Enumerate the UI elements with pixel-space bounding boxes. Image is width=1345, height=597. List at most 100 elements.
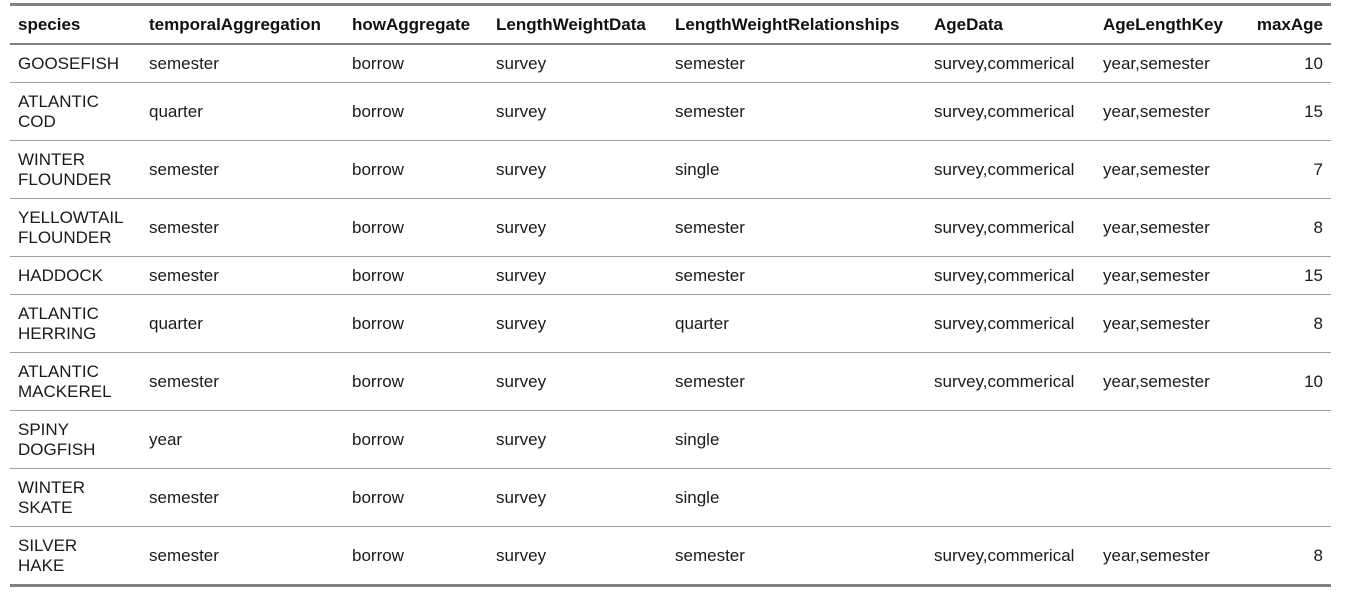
column-header-how-aggregate: howAggregate (344, 4, 488, 45)
cell-how-aggregate: borrow (344, 352, 488, 411)
table-row: SILVER HAKE semester borrow survey semes… (10, 527, 1331, 586)
cell-age-data: survey,commerical (926, 140, 1095, 199)
table-row: YELLOWTAIL FLOUNDER semester borrow surv… (10, 198, 1331, 257)
cell-length-weight-data: survey (488, 256, 667, 295)
cell-max-age (1243, 468, 1331, 527)
species-config-table-container: species temporalAggregation howAggregate… (10, 3, 1331, 587)
cell-age-length-key: year,semester (1095, 44, 1243, 83)
cell-age-length-key: year,semester (1095, 82, 1243, 141)
cell-how-aggregate: borrow (344, 44, 488, 83)
cell-age-length-key: year,semester (1095, 256, 1243, 295)
table-row: WINTER FLOUNDER semester borrow survey s… (10, 140, 1331, 199)
cell-temporal-aggregation: semester (141, 256, 344, 295)
table-row: HADDOCK semester borrow survey semester … (10, 256, 1331, 295)
cell-length-weight-data: survey (488, 468, 667, 527)
cell-how-aggregate: borrow (344, 256, 488, 295)
cell-age-length-key (1095, 410, 1243, 469)
cell-age-data: survey,commerical (926, 256, 1095, 295)
cell-max-age (1243, 410, 1331, 469)
cell-length-weight-data: survey (488, 140, 667, 199)
cell-length-weight-data: survey (496, 545, 547, 565)
cell-max-age: 8 (1243, 294, 1331, 353)
cell-max-age: 10 (1243, 44, 1331, 83)
column-header-temporal-aggregation: temporalAggregation (141, 4, 344, 45)
cell-length-weight-data: survey (488, 294, 667, 353)
cell-how-aggregate: borrow (352, 545, 404, 565)
cell-length-weight-relationships: single (667, 468, 926, 527)
table-row: ATLANTIC COD quarter borrow survey semes… (10, 82, 1331, 141)
cell-temporal-aggregation: semester (141, 468, 344, 527)
cell-temporal-aggregation: semester (141, 352, 344, 411)
cell-temporal-aggregation: quarter (141, 82, 344, 141)
cell-length-weight-relationships: single (667, 140, 926, 199)
cell-age-length-key (1095, 468, 1243, 527)
cell-species: SILVER HAKE (18, 535, 78, 575)
cell-age-length-key: year,semester (1103, 545, 1210, 565)
cell-how-aggregate: borrow (344, 468, 488, 527)
cell-max-age: 15 (1243, 82, 1331, 141)
cell-age-data: survey,commerical (926, 44, 1095, 83)
cell-how-aggregate: borrow (344, 410, 488, 469)
cell-how-aggregate: borrow (344, 140, 488, 199)
column-header-age-length-key: AgeLengthKey (1095, 4, 1243, 45)
cell-length-weight-relationships: semester (667, 256, 926, 295)
column-header-length-weight-relationships: LengthWeightRelationships (667, 4, 926, 45)
cell-length-weight-data: survey (488, 410, 667, 469)
cell-temporal-aggregation: semester (141, 44, 344, 83)
column-header-species: species (10, 4, 141, 45)
table-row: GOOSEFISH semester borrow survey semeste… (10, 44, 1331, 83)
cell-max-age: 8 (1313, 545, 1323, 565)
species-config-table: species temporalAggregation howAggregate… (10, 3, 1331, 587)
cell-temporal-aggregation: semester (141, 140, 344, 199)
cell-temporal-aggregation: year (141, 410, 344, 469)
cell-age-length-key: year,semester (1095, 294, 1243, 353)
cell-species: GOOSEFISH (10, 44, 141, 83)
cell-age-data (926, 468, 1095, 527)
table-row: ATLANTIC HERRING quarter borrow survey q… (10, 294, 1331, 353)
cell-species: YELLOWTAIL FLOUNDER (10, 198, 141, 257)
cell-species: WINTER FLOUNDER (10, 140, 141, 199)
cell-species: SPINY DOGFISH (10, 410, 141, 469)
cell-age-data: survey,commerical (926, 82, 1095, 141)
cell-age-data: survey,commerical (926, 294, 1095, 353)
cell-age-data: survey,commerical (926, 198, 1095, 257)
cell-length-weight-relationships: semester (667, 352, 926, 411)
cell-length-weight-relationships: quarter (667, 294, 926, 353)
cell-length-weight-relationships: single (667, 410, 926, 469)
table-row: SPINY DOGFISH year borrow survey single (10, 410, 1331, 469)
table-row: WINTER SKATE semester borrow survey sing… (10, 468, 1331, 527)
cell-age-data: survey,commerical (934, 545, 1075, 565)
cell-age-data: survey,commerical (926, 352, 1095, 411)
cell-age-length-key: year,semester (1095, 140, 1243, 199)
column-header-max-age: maxAge (1243, 4, 1331, 45)
cell-max-age: 7 (1243, 140, 1331, 199)
cell-length-weight-data: survey (488, 44, 667, 83)
cell-temporal-aggregation: semester (149, 545, 219, 565)
cell-species: ATLANTIC COD (10, 82, 141, 141)
cell-length-weight-relationships: semester (667, 44, 926, 83)
cell-how-aggregate: borrow (344, 82, 488, 141)
cell-length-weight-relationships: semester (675, 545, 745, 565)
cell-age-data (926, 410, 1095, 469)
cell-temporal-aggregation: semester (141, 198, 344, 257)
cell-how-aggregate: borrow (344, 294, 488, 353)
cell-species: ATLANTIC MACKEREL (10, 352, 141, 411)
cell-species: ATLANTIC HERRING (10, 294, 141, 353)
cell-max-age: 8 (1243, 198, 1331, 257)
cell-length-weight-relationships: semester (667, 82, 926, 141)
cell-species: WINTER SKATE (10, 468, 141, 527)
cell-age-length-key: year,semester (1095, 198, 1243, 257)
cell-how-aggregate: borrow (344, 198, 488, 257)
column-header-age-data: AgeData (926, 4, 1095, 45)
cell-max-age: 15 (1243, 256, 1331, 295)
cell-max-age: 10 (1243, 352, 1331, 411)
column-header-length-weight-data: LengthWeightData (488, 4, 667, 45)
cell-temporal-aggregation: quarter (141, 294, 344, 353)
cell-length-weight-data: survey (488, 198, 667, 257)
cell-length-weight-relationships: semester (667, 198, 926, 257)
cell-length-weight-data: survey (488, 352, 667, 411)
cell-species: HADDOCK (10, 256, 141, 295)
cell-length-weight-data: survey (488, 82, 667, 141)
table-row: ATLANTIC MACKEREL semester borrow survey… (10, 352, 1331, 411)
cell-age-length-key: year,semester (1095, 352, 1243, 411)
